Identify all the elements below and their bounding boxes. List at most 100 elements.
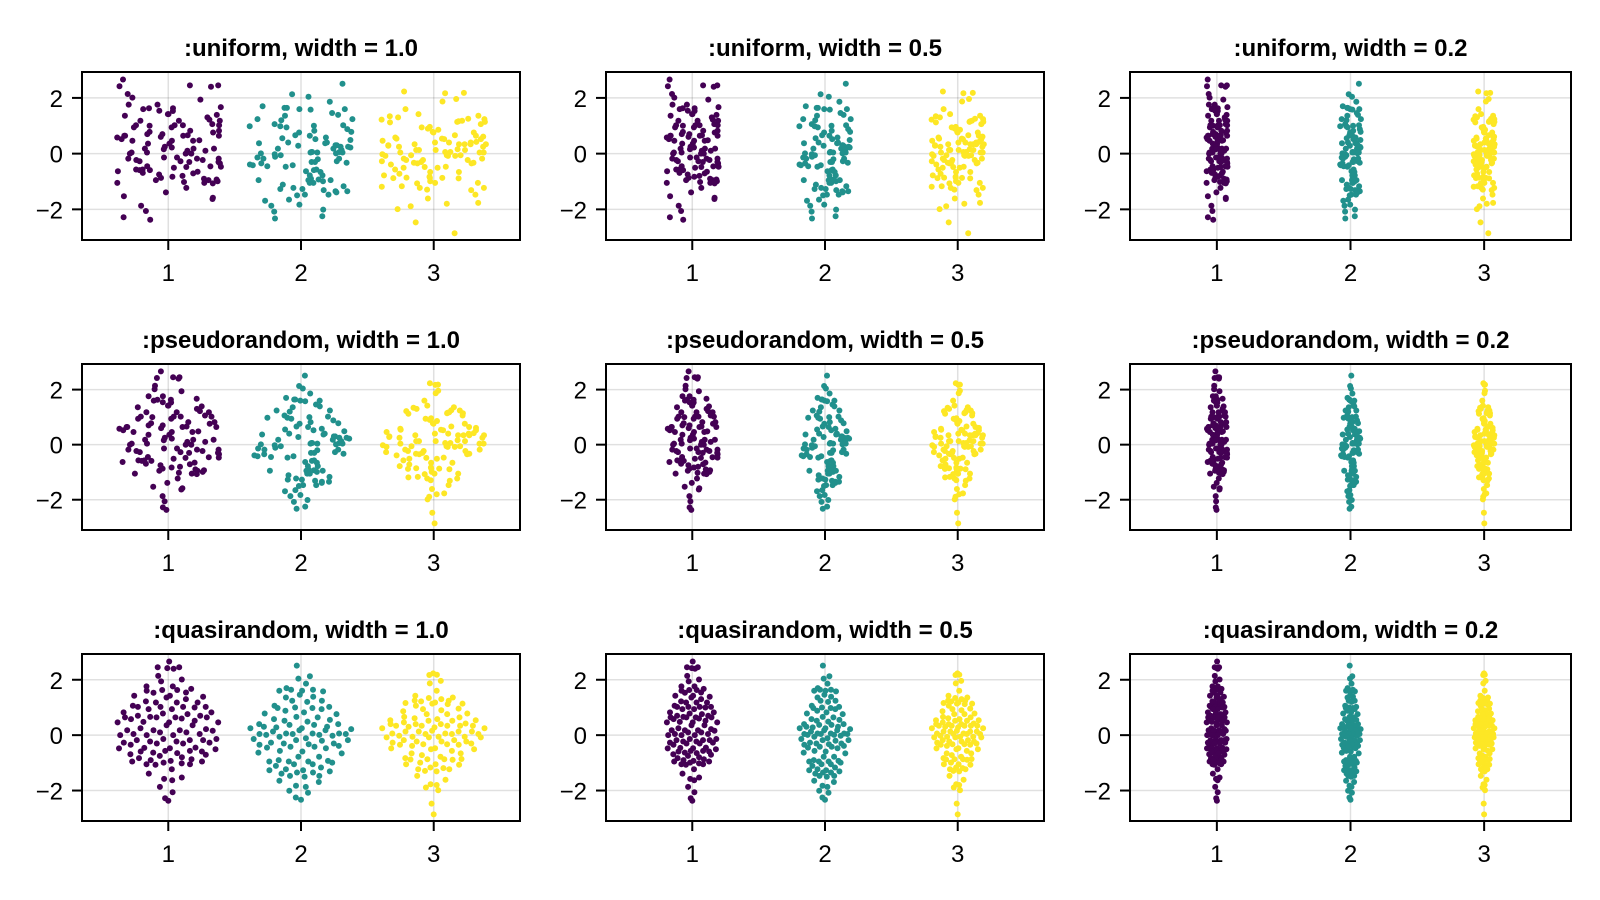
data-point-category-3 xyxy=(433,455,440,462)
data-point-category-2 xyxy=(827,705,834,711)
data-point-category-1 xyxy=(175,117,182,124)
x-tick-label: 2 xyxy=(1344,260,1357,287)
data-point-category-3 xyxy=(959,765,966,772)
data-point-category-2 xyxy=(1339,731,1346,737)
data-point-category-1 xyxy=(696,132,703,139)
data-point-category-3 xyxy=(462,438,468,445)
data-point-category-1 xyxy=(667,112,674,119)
data-point-category-1 xyxy=(166,658,173,665)
data-point-category-3 xyxy=(479,434,486,441)
data-point-category-3 xyxy=(955,390,962,397)
data-point-category-3 xyxy=(405,723,412,730)
data-point-category-3 xyxy=(429,727,436,734)
data-point-category-1 xyxy=(1203,179,1210,186)
data-point-category-1 xyxy=(681,483,688,490)
data-point-category-3 xyxy=(937,143,944,150)
data-point-category-2 xyxy=(1340,710,1347,717)
data-point-category-2 xyxy=(333,189,340,196)
data-point-category-3 xyxy=(387,119,393,126)
data-point-category-1 xyxy=(155,672,162,679)
data-point-category-3 xyxy=(383,429,390,435)
data-point-category-2 xyxy=(285,758,292,765)
data-point-category-2 xyxy=(1346,737,1353,744)
data-point-category-3 xyxy=(383,443,390,450)
data-point-category-2 xyxy=(322,745,329,752)
data-point-category-3 xyxy=(407,203,414,210)
data-point-category-1 xyxy=(114,179,121,186)
data-point-category-2 xyxy=(840,721,847,728)
data-point-category-1 xyxy=(674,712,681,719)
data-point-category-1 xyxy=(206,420,213,427)
data-point-category-1 xyxy=(148,457,155,464)
data-point-category-3 xyxy=(957,733,964,740)
data-point-category-2 xyxy=(822,186,829,192)
data-point-category-2 xyxy=(292,794,299,801)
data-point-category-2 xyxy=(335,420,342,427)
data-point-category-3 xyxy=(1475,737,1482,744)
data-point-category-1 xyxy=(1206,440,1213,447)
data-point-category-2 xyxy=(329,110,336,116)
data-point-category-3 xyxy=(1489,722,1495,729)
data-point-category-3 xyxy=(409,733,416,740)
panel-title: :pseudorandom, width = 0.2 xyxy=(1191,327,1509,354)
data-point-category-3 xyxy=(405,465,411,472)
data-point-category-2 xyxy=(847,128,854,135)
data-point-category-1 xyxy=(1223,719,1230,726)
data-point-category-3 xyxy=(446,139,452,146)
data-point-category-1 xyxy=(1213,111,1220,118)
data-point-category-3 xyxy=(1471,429,1478,435)
data-point-category-1 xyxy=(165,111,172,118)
data-point-category-1 xyxy=(670,751,677,758)
data-point-category-3 xyxy=(938,426,945,433)
data-point-category-1 xyxy=(682,386,689,393)
data-point-category-3 xyxy=(953,169,959,175)
data-point-category-2 xyxy=(314,714,321,721)
data-point-category-1 xyxy=(174,687,181,693)
data-point-category-3 xyxy=(1476,455,1483,462)
data-point-category-2 xyxy=(826,106,833,113)
data-point-category-1 xyxy=(702,466,709,473)
data-point-category-1 xyxy=(697,179,704,185)
data-point-category-2 xyxy=(290,453,297,460)
data-point-category-2 xyxy=(278,117,285,124)
data-point-category-3 xyxy=(430,811,437,818)
data-point-category-2 xyxy=(283,730,290,737)
data-point-category-2 xyxy=(845,188,852,195)
data-point-category-1 xyxy=(189,722,196,729)
data-point-category-1 xyxy=(180,132,187,139)
data-point-category-1 xyxy=(667,739,673,746)
data-point-category-3 xyxy=(425,695,432,701)
data-point-category-2 xyxy=(298,796,304,803)
data-point-category-3 xyxy=(425,717,432,724)
data-point-category-2 xyxy=(309,761,316,768)
data-point-category-3 xyxy=(971,451,978,458)
data-point-category-2 xyxy=(1338,116,1345,123)
data-point-category-3 xyxy=(472,191,479,198)
data-point-category-2 xyxy=(824,735,831,742)
data-point-category-2 xyxy=(246,161,253,168)
data-point-category-2 xyxy=(825,789,832,796)
data-point-category-1 xyxy=(714,127,721,134)
data-point-category-2 xyxy=(826,673,833,680)
data-point-category-3 xyxy=(953,486,960,492)
data-point-category-1 xyxy=(687,445,694,452)
data-point-category-1 xyxy=(176,727,183,734)
data-point-category-3 xyxy=(953,781,960,788)
data-point-category-3 xyxy=(411,715,418,722)
data-point-category-1 xyxy=(216,127,222,134)
y-tick-label: 0 xyxy=(50,433,63,460)
data-point-category-1 xyxy=(153,740,160,747)
data-point-category-3 xyxy=(942,455,949,462)
data-point-category-2 xyxy=(268,739,274,746)
data-point-category-3 xyxy=(951,496,958,503)
data-point-category-3 xyxy=(424,402,431,409)
data-point-category-2 xyxy=(826,390,833,397)
data-point-category-3 xyxy=(421,471,428,478)
data-point-category-1 xyxy=(144,131,151,138)
data-point-category-1 xyxy=(125,155,132,162)
data-point-category-2 xyxy=(804,197,810,204)
data-point-category-3 xyxy=(413,738,420,745)
data-point-category-3 xyxy=(434,418,440,424)
data-point-category-1 xyxy=(1206,124,1213,131)
data-point-category-2 xyxy=(305,758,312,765)
